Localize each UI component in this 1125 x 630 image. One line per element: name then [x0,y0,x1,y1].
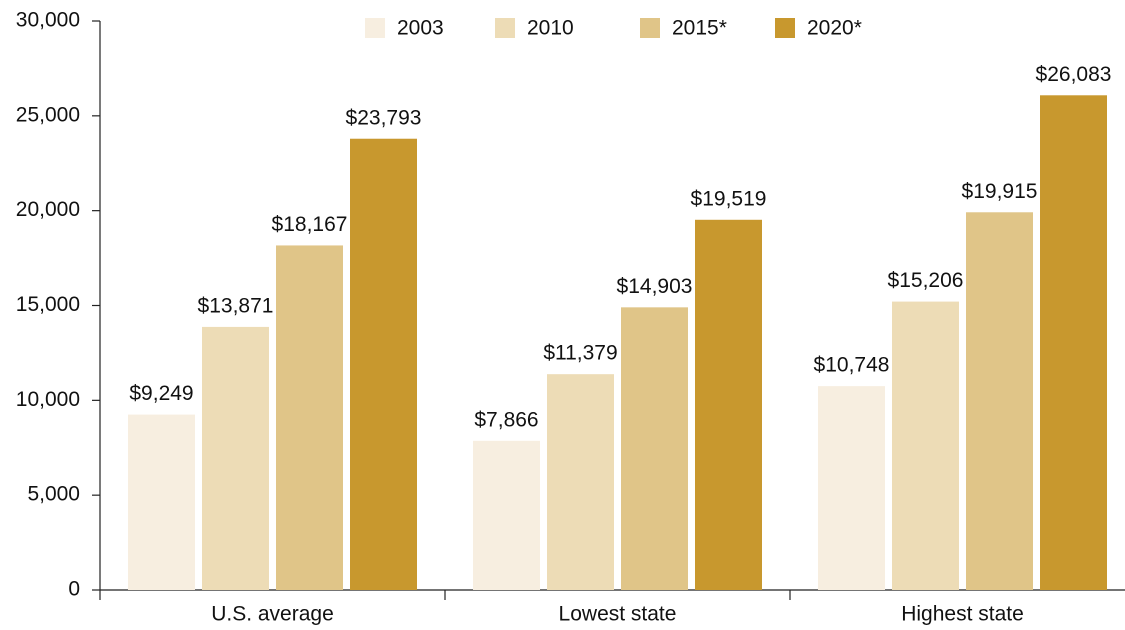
data-label: $14,903 [617,275,693,298]
y-tick-label: 10,000 [16,388,80,411]
legend-swatch [365,18,385,38]
y-tick-label: 30,000 [16,9,80,32]
y-tick-label: 5,000 [27,483,80,506]
data-label: $19,915 [962,180,1038,203]
bar [276,245,343,591]
data-label: $19,519 [691,187,767,210]
bar [473,440,540,590]
data-label: $9,249 [129,382,193,405]
y-tick-label: 20,000 [16,198,80,221]
data-label: $26,083 [1036,63,1112,86]
legend-swatch [495,18,515,38]
data-label: $10,748 [814,354,890,377]
x-tick-label: U.S. average [211,603,334,626]
legend-label: 2020* [807,17,862,40]
y-tick-label: 0 [68,578,80,601]
data-label: $13,871 [198,294,274,317]
x-tick-label: Highest state [901,603,1024,626]
bar [892,301,959,590]
data-label: $23,793 [346,106,422,129]
legend-swatch [775,18,795,38]
bar [202,326,269,590]
bar [695,219,762,591]
data-label: $18,167 [272,213,348,236]
bar [128,414,195,590]
legend-label: 2015* [672,17,727,40]
legend-label: 2010 [527,17,574,40]
legend-swatch [640,18,660,38]
legend-label: 2003 [397,17,444,40]
x-tick-label: Lowest state [559,603,677,626]
bar [1040,95,1107,591]
bar [547,374,614,590]
y-tick-label: 15,000 [16,293,80,316]
bar [621,307,688,590]
bar [966,212,1033,590]
data-label: $15,206 [888,269,964,292]
bar [350,138,417,590]
data-label: $11,379 [543,342,617,365]
data-label: $7,866 [474,408,538,431]
bar [818,386,885,590]
y-tick-label: 25,000 [16,103,80,126]
